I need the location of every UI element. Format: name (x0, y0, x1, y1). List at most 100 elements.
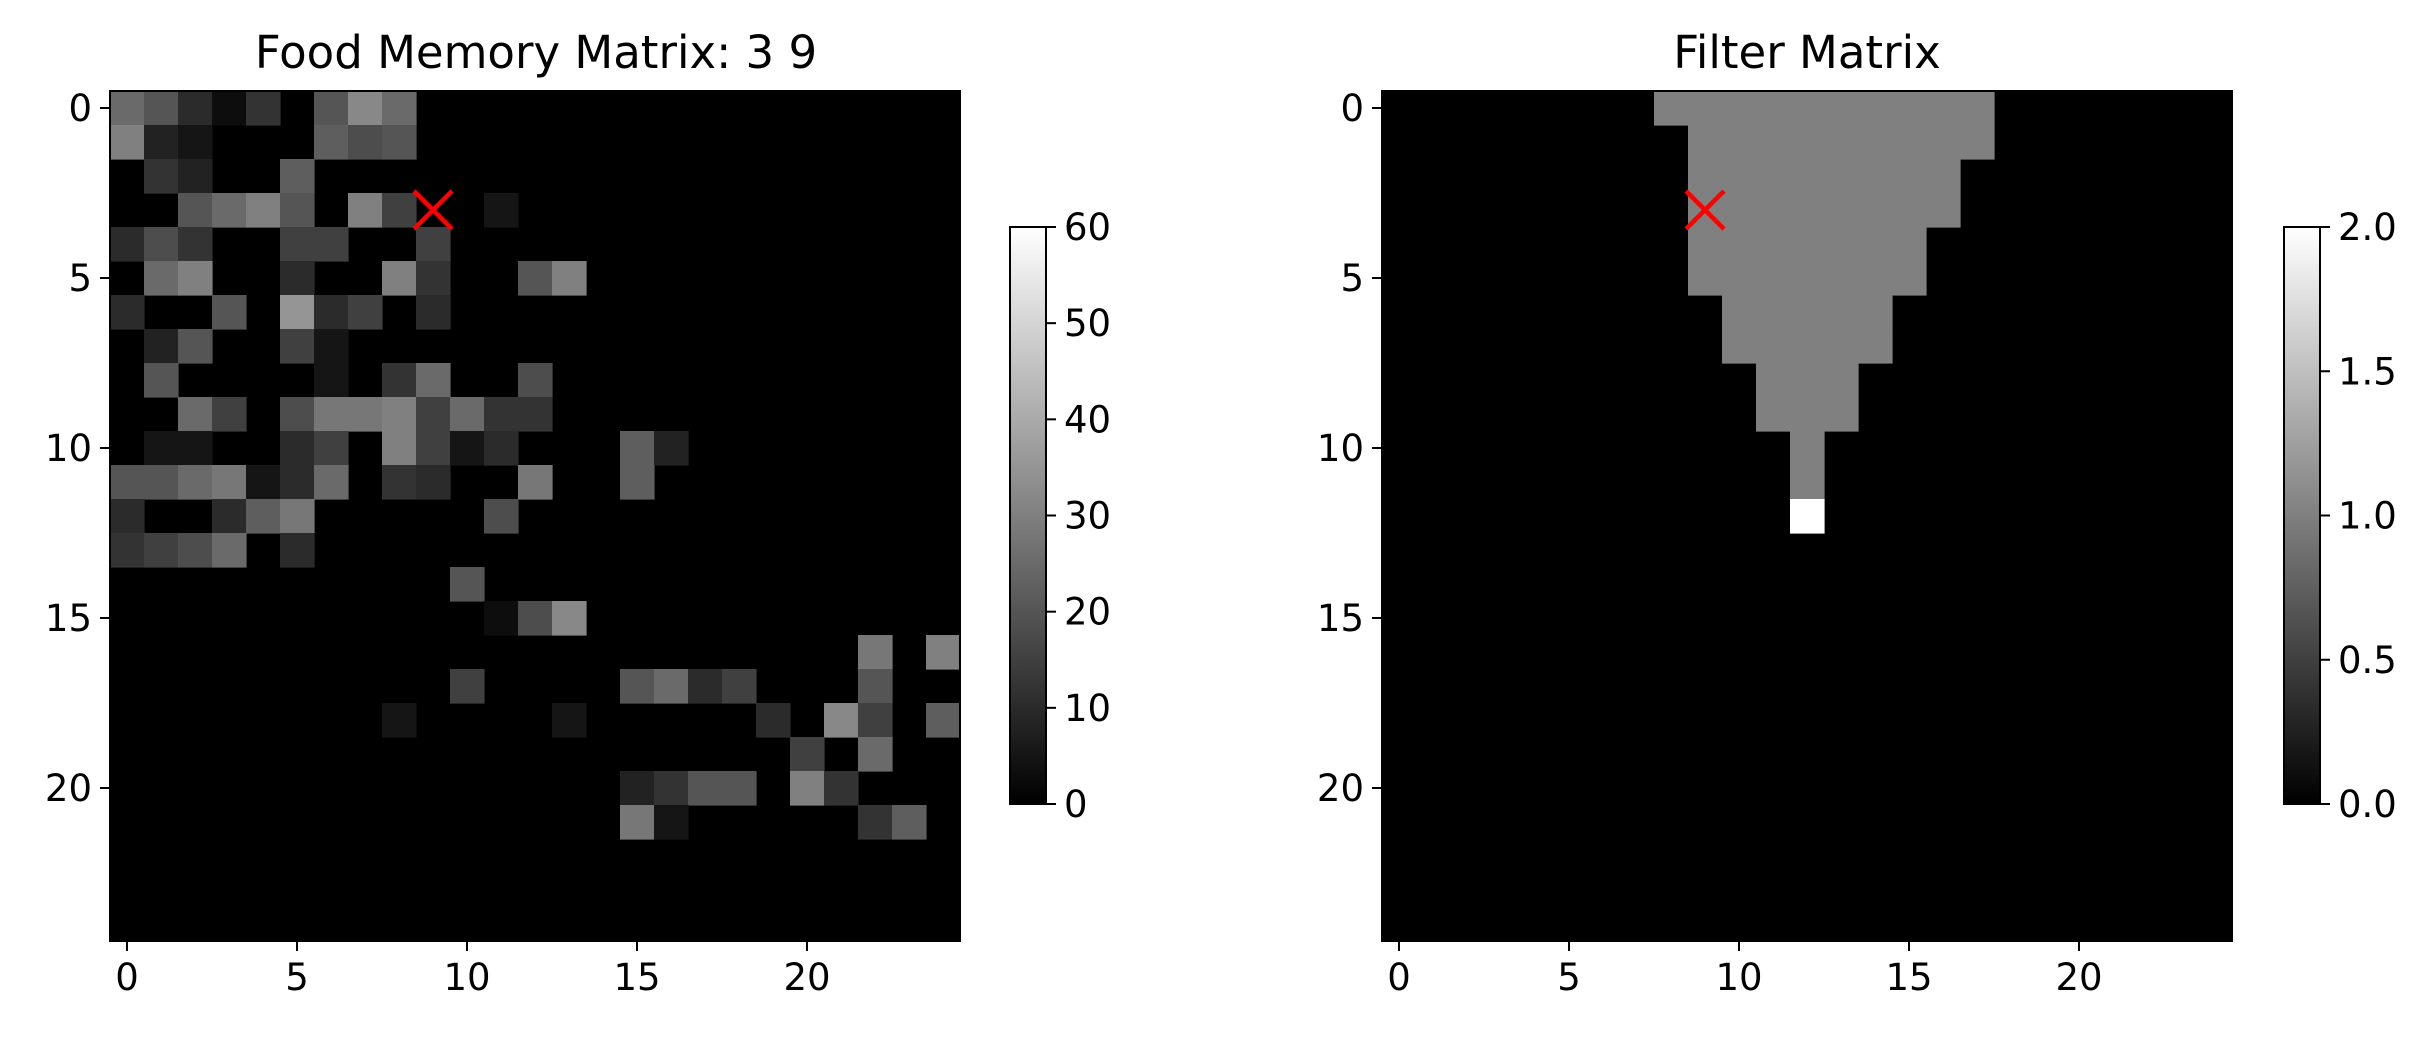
marker-food-memory (412, 189, 454, 231)
heatmap-cell (1824, 397, 1859, 432)
heatmap-cell (1756, 329, 1791, 364)
heatmap-cell (518, 363, 553, 398)
heatmap-cell (688, 669, 723, 704)
heatmap-cell (212, 91, 247, 126)
heatmap-cell (246, 499, 281, 534)
heatmap-cell (144, 261, 179, 296)
heatmap-filter (1382, 91, 2232, 941)
position-marker-x (412, 189, 454, 231)
y-tick-label: 0 (68, 87, 92, 130)
heatmap-cell (280, 397, 315, 432)
heatmap-cell (1790, 159, 1825, 194)
heatmap-cell (178, 533, 213, 568)
heatmap-cell (178, 329, 213, 364)
y-ticks-food-memory: 0 5 10 15 20 (45, 87, 110, 810)
heatmap-cell (280, 431, 315, 466)
heatmap-cell (348, 125, 383, 160)
heatmap-cell (314, 227, 349, 262)
heatmap-cell (280, 499, 315, 534)
heatmap-cell (654, 431, 689, 466)
heatmap-cell (1756, 91, 1791, 126)
heatmap-cell (280, 261, 315, 296)
heatmap-cell (1892, 227, 1927, 262)
heatmap-cell (1790, 397, 1825, 432)
heatmap-cell (1858, 227, 1893, 262)
heatmap-cell (1892, 91, 1927, 126)
heatmap-cell (416, 261, 451, 296)
heatmap-cell (246, 465, 281, 500)
colorbar-tick-label: 40 (1064, 398, 1111, 441)
heatmap-cell (382, 431, 417, 466)
heatmap-cell (926, 635, 961, 670)
heatmap-cell (1722, 91, 1757, 126)
heatmap-cell (1790, 499, 1825, 534)
colorbar-tick-label: 50 (1064, 302, 1111, 345)
heatmap-cell (1960, 91, 1995, 126)
heatmap-cell (518, 465, 553, 500)
heatmap-cell (1756, 125, 1791, 160)
heatmap-cell (314, 329, 349, 364)
colorbar-tick-label: 1.5 (2338, 350, 2397, 393)
heatmap-cell (1824, 125, 1859, 160)
heatmap-cell (416, 397, 451, 432)
heatmap-cell (1824, 295, 1859, 330)
heatmap-cell (620, 431, 655, 466)
heatmap-cell (518, 397, 553, 432)
heatmap-cell (1722, 261, 1757, 296)
heatmap-cell (484, 601, 519, 636)
heatmap-cell (144, 329, 179, 364)
heatmap-cell (348, 295, 383, 330)
heatmap-cell (1858, 159, 1893, 194)
heatmap-cell (1790, 91, 1825, 126)
x-tick-label: 20 (2055, 956, 2102, 999)
heatmap-cell (552, 703, 587, 738)
heatmap-cell (1926, 91, 1961, 126)
heatmap-cell (1722, 329, 1757, 364)
heatmap-cell (1892, 193, 1927, 228)
heatmap-cell (1892, 125, 1927, 160)
colorbar-tick-label: 1.0 (2338, 495, 2397, 538)
heatmap-cell (1756, 363, 1791, 398)
heatmap-cell (1926, 125, 1961, 160)
heatmap-cell (144, 465, 179, 500)
heatmap-cell (552, 261, 587, 296)
heatmap-cell (1790, 125, 1825, 160)
panel-filter: Filter Matrix 0 5 10 15 20 0 5 10 15 20 0.0 0.5 1.… (1317, 26, 2397, 999)
x-tick-label: 20 (783, 956, 830, 999)
heatmap-cell (144, 363, 179, 398)
heatmap-cell (212, 533, 247, 568)
heatmap-cell (1756, 397, 1791, 432)
x-tick-label: 10 (443, 956, 490, 999)
heatmap-cell (144, 125, 179, 160)
heatmap-cell (348, 193, 383, 228)
colorbar-gradient (1009, 226, 1047, 805)
heatmap-cell (110, 533, 145, 568)
heatmap-cell (926, 703, 961, 738)
heatmap-cell (178, 261, 213, 296)
heatmap-cell (212, 465, 247, 500)
axes-frame-filter (1381, 90, 2233, 942)
heatmap-cell (382, 125, 417, 160)
x-tick-label: 0 (1387, 956, 1411, 999)
heatmap-cell (1722, 227, 1757, 262)
heatmap-cell (1858, 91, 1893, 126)
heatmap-cell (280, 329, 315, 364)
heatmap-cell (858, 805, 893, 840)
heatmap-cell (212, 499, 247, 534)
heatmap-cell (280, 295, 315, 330)
colorbar-tick-label: 0.0 (2338, 783, 2397, 826)
heatmap-cell (1824, 91, 1859, 126)
position-marker-x (1684, 189, 1726, 231)
colorbar-tick-label: 10 (1064, 687, 1111, 730)
heatmap-cell (110, 465, 145, 500)
heatmap-cell (280, 159, 315, 194)
heatmap-cell (450, 397, 485, 432)
heatmap-food-memory (110, 91, 961, 941)
heatmap-cell (1824, 227, 1859, 262)
heatmap-cell (416, 465, 451, 500)
colorbar-tick-label: 60 (1064, 206, 1111, 249)
heatmap-cell (110, 499, 145, 534)
heatmap-cell (178, 397, 213, 432)
heatmap-cell (178, 465, 213, 500)
colorbar-tick-label: 0 (1064, 783, 1088, 826)
